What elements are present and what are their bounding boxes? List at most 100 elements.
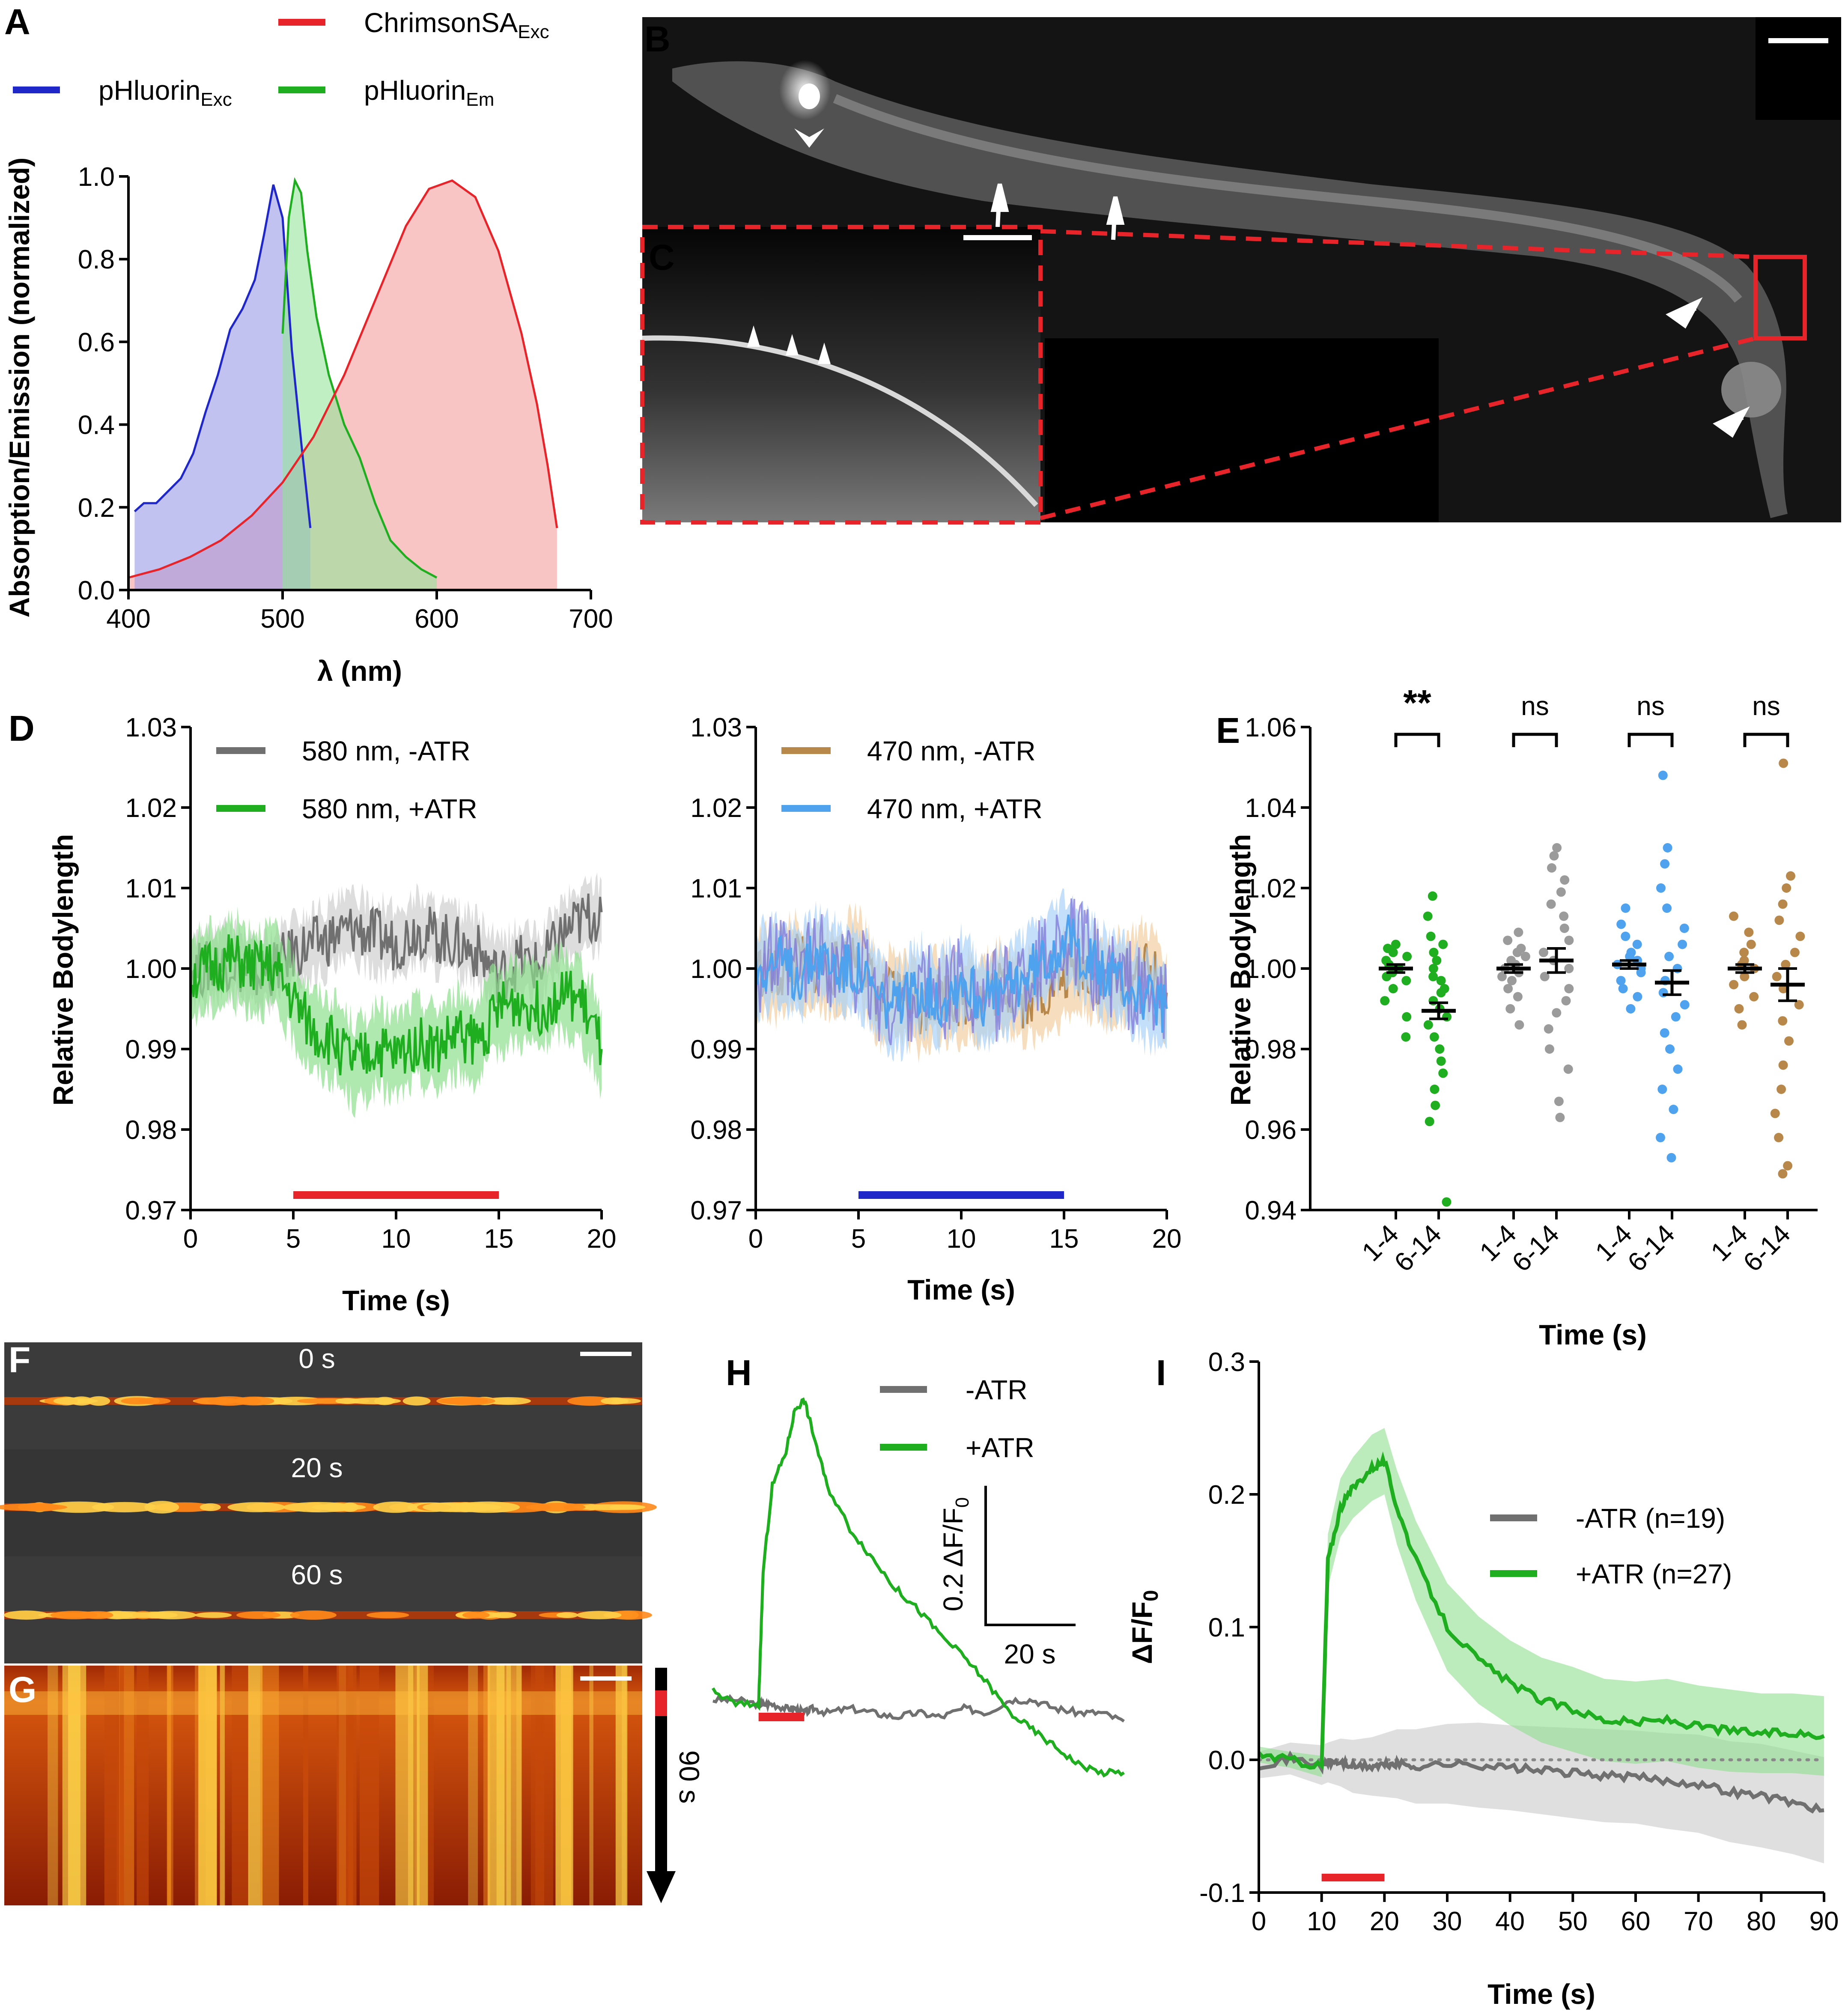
spectrum-area-0 [134, 185, 310, 590]
e-xtick-label: 6-14 [1506, 1219, 1565, 1278]
e-data-point [1431, 1100, 1440, 1110]
e-data-point [1795, 931, 1805, 941]
e-data-point [1778, 899, 1788, 909]
i-trace-1 [1257, 1451, 1825, 1770]
i-ytick-label: 0.2 [1208, 1480, 1245, 1510]
e-xtick-label: 6-14 [1622, 1219, 1681, 1278]
i-xtick-label: 20 [1370, 1907, 1399, 1936]
e-data-point [1660, 1028, 1669, 1038]
e-data-point [1432, 956, 1442, 966]
spectra-chart: 400 500 600 700 0.0 0.2 0.4 0.6 0.8 1.0 [78, 162, 613, 634]
e-data-point [1786, 871, 1795, 881]
e-data-point [1423, 911, 1433, 921]
d-xtick-label: 0 [183, 1224, 198, 1254]
a-xtick-label: 600 [414, 604, 459, 634]
e-data-point [1516, 944, 1526, 953]
f-bouton [283, 1502, 356, 1513]
g-timebar-label: 90 s [674, 1750, 705, 1804]
f-bouton [402, 1396, 431, 1406]
e-ytick-label: 0.94 [1245, 1196, 1297, 1225]
e-data-point [1429, 1032, 1439, 1042]
e-ytick-label: 1.04 [1245, 793, 1297, 823]
d-ytick-label: 0.99 [125, 1035, 177, 1064]
e-sig-bracket [1512, 733, 1558, 747]
f-bouton [290, 1610, 337, 1620]
h-legend-plus-label: +ATR [966, 1432, 1034, 1463]
d-ytick-label: 1.02 [690, 793, 742, 823]
inset-c-image [642, 227, 1040, 522]
arrow-icon [990, 183, 1009, 227]
e-sig-label: ns [1521, 692, 1549, 721]
e-data-point [1507, 976, 1517, 986]
e-data-point [1656, 1133, 1665, 1142]
e-data-point [1664, 951, 1674, 961]
tile-dark-corner [1756, 17, 1841, 120]
e-data-point [1442, 1197, 1452, 1207]
e-data-point [1657, 1085, 1667, 1094]
d-xtick-label: 5 [851, 1224, 866, 1254]
e-data-point [1514, 1020, 1524, 1030]
legend-chrimson-label: ChrimsonSAExc [364, 7, 549, 42]
e-sig-bracket [1743, 733, 1789, 747]
zoom-line-top [1040, 229, 1756, 259]
legend-phluorin-em-label: pHluorinEm [364, 75, 494, 110]
inset-c-frame [640, 225, 1043, 525]
g-kymo-streak [555, 1666, 573, 1905]
e-data-point [1429, 948, 1439, 957]
e-data-point [1503, 936, 1513, 945]
e-data-point [1544, 1024, 1553, 1034]
g-kymo-streak [62, 1666, 80, 1905]
a-xtick-label: 700 [569, 604, 613, 634]
e-data-point [1561, 996, 1571, 1006]
d2-xlabel: Time (s) [907, 1274, 1015, 1306]
g-kymo-streak [168, 1666, 173, 1905]
e-sig-label: ns [1636, 692, 1664, 721]
g-kymo-streak [260, 1666, 279, 1905]
e-data-point [1552, 1008, 1562, 1018]
e-data-point [1784, 1036, 1794, 1046]
h-scalebar-x-label: 20 s [1004, 1639, 1056, 1669]
f-fluorescence-streaks [0, 1396, 657, 1620]
i-xtick-label: 10 [1307, 1907, 1336, 1936]
e-data-point [1679, 924, 1689, 933]
e-data-point [1547, 863, 1556, 873]
e-data-point [1740, 972, 1750, 981]
d-ytick-label: 1.01 [690, 874, 742, 903]
e-data-point [1744, 927, 1754, 937]
panel-b-micrograph: B C [640, 17, 1841, 525]
f-bouton [601, 1397, 629, 1405]
e-data-point [1560, 875, 1570, 885]
e-data-point [1729, 980, 1739, 990]
i-ytick-label: 0.0 [1208, 1746, 1245, 1775]
f-bouton [208, 1396, 250, 1406]
a-ytick-label: 0.2 [78, 493, 115, 523]
d-trace-1 [189, 934, 603, 1078]
panel-f: 0 s 20 s 60 s F [0, 1340, 657, 1663]
e-data-point [1520, 951, 1530, 961]
e-data-point [1514, 927, 1523, 937]
e-ytick-label: 1.00 [1245, 954, 1297, 984]
e-data-point [1388, 984, 1398, 993]
panel-a: A ChrimsonSAExc pHluorinExc pHluorinEm 4… [3, 2, 613, 687]
e-data-point [1426, 931, 1436, 941]
e-data-point [1559, 924, 1569, 933]
e-data-point [1781, 960, 1791, 969]
f-bouton [147, 1611, 197, 1619]
d-ytick-label: 0.97 [690, 1196, 742, 1225]
e-data-point [1440, 984, 1449, 993]
e-data-point [1778, 1016, 1788, 1026]
i-band-1 [1259, 1428, 1824, 1777]
i-ytick-label: 0.3 [1208, 1347, 1245, 1377]
d-ytick-label: 0.98 [125, 1115, 177, 1145]
e-data-point [1423, 1020, 1433, 1030]
g-kymo-streak [198, 1666, 217, 1905]
g-timebar-stimulus [655, 1690, 667, 1716]
a-ytick-label: 1.0 [78, 162, 115, 192]
e-data-point [1563, 1064, 1573, 1074]
i-xtick-label: 80 [1747, 1907, 1776, 1936]
d-ytick-label: 0.99 [690, 1035, 742, 1064]
d-ytick-label: 1.03 [125, 713, 177, 742]
g-kymo-streak [615, 1666, 628, 1905]
a-ytick-label: 0.0 [78, 576, 115, 605]
